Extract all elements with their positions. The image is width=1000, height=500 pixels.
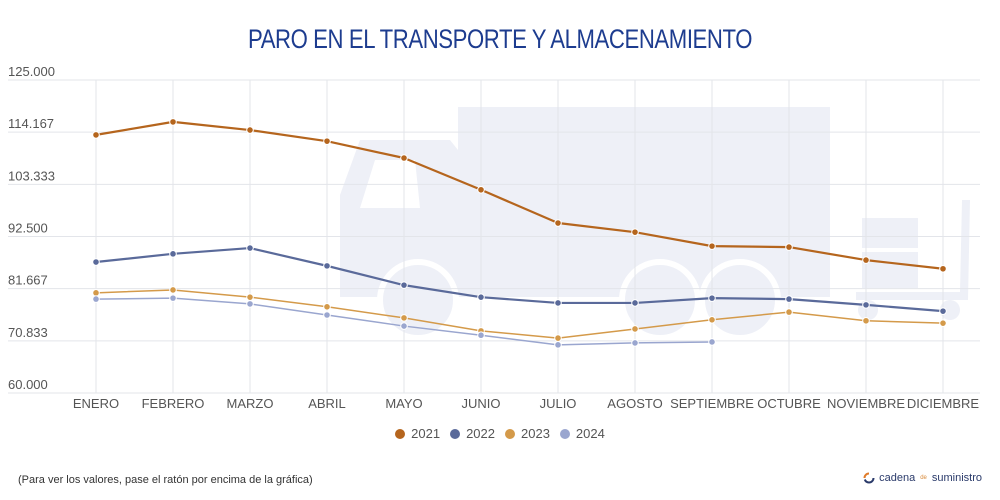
data-point-2024[interactable] <box>554 341 562 349</box>
data-point-2022[interactable] <box>323 262 331 270</box>
legend-item-2023[interactable]: 2023 <box>505 426 550 441</box>
x-axis: ENERO FEBRERO MARZO ABRIL MAYO JUNIO JULIO AGOS… <box>73 396 980 411</box>
data-point-2021[interactable] <box>323 137 331 145</box>
legend-label: 2021 <box>411 426 441 441</box>
data-point-2024[interactable] <box>246 300 254 308</box>
data-point-2022[interactable] <box>939 307 947 315</box>
legend-dot-icon <box>505 428 515 439</box>
x-tick-label: MAYO <box>385 396 422 411</box>
data-point-2022[interactable] <box>708 294 716 302</box>
line-chart[interactable]: 60.000 70.833 81.667 92.500 103.333 114.167 12… <box>0 0 1000 420</box>
data-point-2023[interactable] <box>862 316 870 325</box>
data-point-2022[interactable] <box>477 293 485 301</box>
data-point-2023[interactable] <box>631 325 639 333</box>
legend-dot-icon <box>559 428 570 439</box>
chart-legend: 2021 2022 2023 2024 <box>0 426 1000 441</box>
data-point-2022[interactable] <box>246 244 254 252</box>
chart-title: PARO EN EL TRANSPORTE Y ALMACENAMIENTO <box>247 24 753 54</box>
brand-name-suministro: suministro <box>931 472 982 484</box>
data-point-2022[interactable] <box>631 299 639 307</box>
data-point-2023[interactable] <box>939 319 947 327</box>
y-tick-label: 92.500 <box>8 221 48 236</box>
data-point-2024[interactable] <box>169 294 177 302</box>
legend-item-2022[interactable]: 2022 <box>450 426 495 441</box>
data-point-2024[interactable] <box>631 339 639 347</box>
data-point-2022[interactable] <box>169 250 177 258</box>
data-point-2021[interactable] <box>708 242 716 250</box>
series-lines <box>92 118 947 349</box>
brand-name-de: de <box>920 475 927 481</box>
x-tick-label: OCTUBRE <box>757 396 821 411</box>
data-point-2024[interactable] <box>92 295 100 303</box>
data-point-2021[interactable] <box>400 154 408 162</box>
data-point-2021[interactable] <box>939 264 947 273</box>
legend-label: 2022 <box>466 426 495 441</box>
x-tick-label: JULIO <box>540 396 577 411</box>
data-point-2021[interactable] <box>477 185 485 194</box>
x-tick-label: NOVIEMBRE <box>827 396 905 411</box>
data-point-2023[interactable] <box>785 308 793 316</box>
brand-logo[interactable]: cadena de suministro <box>863 472 982 484</box>
data-point-2022[interactable] <box>862 301 870 309</box>
data-point-2022[interactable] <box>785 295 793 303</box>
y-tick-label: 103.333 <box>8 168 55 183</box>
data-point-2021[interactable] <box>862 256 870 264</box>
legend-item-2021[interactable]: 2021 <box>395 426 440 441</box>
data-point-2023[interactable] <box>323 303 331 311</box>
x-tick-label: SEPTIEMBRE <box>670 396 754 411</box>
x-tick-label: FEBRERO <box>142 396 205 411</box>
legend-item-2024[interactable]: 2024 <box>559 426 605 441</box>
x-tick-label: JUNIO <box>462 396 501 411</box>
data-point-2023[interactable] <box>246 293 254 301</box>
x-tick-label: AGOSTO <box>607 396 662 411</box>
legend-dot-icon <box>450 428 461 439</box>
data-point-2023[interactable] <box>92 289 100 297</box>
data-point-2023[interactable] <box>708 316 716 324</box>
y-tick-label: 125.000 <box>8 64 55 79</box>
data-point-2021[interactable] <box>785 243 793 251</box>
data-point-2021[interactable] <box>246 126 254 134</box>
x-tick-label: ENERO <box>73 396 119 411</box>
y-tick-label: 114.167 <box>8 116 54 131</box>
x-tick-label: ABRIL <box>308 396 346 411</box>
data-point-2023[interactable] <box>400 314 408 322</box>
y-tick-label: 60.000 <box>8 377 48 392</box>
x-tick-label: MARZO <box>227 396 274 411</box>
hover-hint-footnote: (Para ver los valores, pase el ratón por… <box>18 474 313 486</box>
data-point-2022[interactable] <box>92 258 100 266</box>
data-point-2022[interactable] <box>554 299 562 307</box>
y-tick-label: 70.833 <box>8 325 48 340</box>
data-point-2021[interactable] <box>554 219 562 227</box>
series-line-2021[interactable] <box>95 120 944 270</box>
data-point-2024[interactable] <box>323 311 331 319</box>
legend-dot-icon <box>395 428 406 439</box>
data-point-2023[interactable] <box>554 334 562 342</box>
y-axis: 60.000 70.833 81.667 92.500 103.333 114.167 12… <box>8 64 55 392</box>
data-point-2024[interactable] <box>477 331 485 340</box>
series-line-2022[interactable] <box>95 246 944 313</box>
data-point-2024[interactable] <box>400 322 408 330</box>
y-tick-label: 81.667 <box>8 273 48 288</box>
truck-illustration <box>340 107 970 341</box>
hand-truck-illustration <box>856 200 970 320</box>
data-point-2024[interactable] <box>708 338 716 346</box>
brand-name-cadena: cadena <box>879 472 916 484</box>
x-tick-label: DICIEMBRE <box>907 396 980 411</box>
circular-arrows-icon <box>863 472 875 484</box>
data-point-2021[interactable] <box>631 228 639 236</box>
data-point-2022[interactable] <box>400 281 408 289</box>
legend-label: 2023 <box>521 426 550 441</box>
data-point-2023[interactable] <box>169 286 177 294</box>
legend-label: 2024 <box>575 426 605 441</box>
data-point-2021[interactable] <box>169 118 177 126</box>
data-point-2021[interactable] <box>92 131 100 139</box>
series-line-2023[interactable] <box>95 289 944 339</box>
